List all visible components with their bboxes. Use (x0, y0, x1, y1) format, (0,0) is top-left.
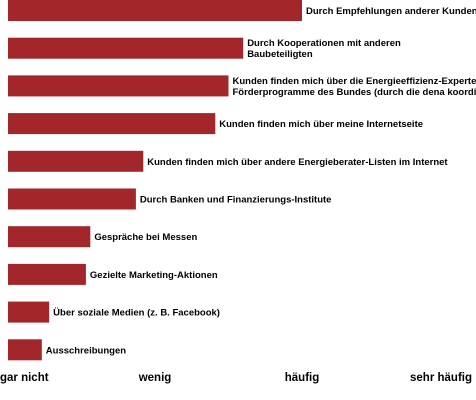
category-label-line: Baubeteiligten (247, 49, 313, 60)
bar-2 (8, 75, 229, 97)
x-tick-label-0: gar nicht (0, 372, 49, 384)
category-label-line: Durch Empfehlungen anderer Kunden (306, 6, 476, 17)
x-tick-label-3: sehr häufig (410, 372, 472, 384)
bar-3 (8, 113, 216, 135)
category-label-line: Durch Kooperationen mit anderen (247, 38, 401, 49)
category-label-line: Kunden finden mich über andere Energiebe… (147, 157, 448, 168)
category-label-2: Kunden finden mich über die Energieeffiz… (233, 76, 476, 98)
category-label-line: Gespräche bei Messen (94, 232, 197, 243)
category-label-7: Gezielte Marketing-Aktionen (90, 270, 218, 281)
category-labels-group: Durch Empfehlungen anderer Kunden Durch K… (46, 6, 476, 356)
category-label-3: Kunden finden mich über meine Internetse… (219, 119, 423, 130)
category-label-8: Über soziale Medien (z. B. Facebook) (53, 308, 220, 319)
bar-8 (8, 301, 50, 323)
bar-4 (8, 150, 144, 172)
x-tick-label-1: wenig (138, 372, 172, 384)
category-label-line: Über soziale Medien (z. B. Facebook) (53, 308, 220, 319)
bar-1 (8, 37, 244, 59)
category-label-line: Gezielte Marketing-Aktionen (90, 270, 218, 281)
category-label-line: Kunden finden mich über meine Internetse… (219, 119, 423, 130)
x-tick-labels-group: gar nicht wenig häufig sehr häufig (0, 372, 472, 384)
bar-7 (8, 263, 86, 285)
bar-0 (8, 0, 302, 21)
bar-6 (8, 226, 91, 248)
category-label-9: Ausschreibungen (46, 345, 126, 356)
category-label-4: Kunden finden mich über andere Energiebe… (147, 157, 448, 168)
bar-5 (8, 188, 136, 210)
bars-group (8, 0, 302, 361)
category-label-1: Durch Kooperationen mit anderen Baubeteil… (247, 38, 401, 60)
category-label-0: Durch Empfehlungen anderer Kunden (306, 6, 476, 17)
category-label-5: Durch Banken und Finanzierungs-Institute (140, 195, 332, 206)
bar-9 (8, 339, 42, 361)
category-label-line: Kunden finden mich über die Energieeffiz… (233, 76, 476, 87)
category-label-6: Gespräche bei Messen (94, 232, 197, 243)
category-label-line: Förderprogramme des Bundes (durch die de… (233, 87, 476, 98)
category-label-line: Durch Banken und Finanzierungs-Institute (140, 195, 332, 206)
category-label-line: Ausschreibungen (46, 345, 126, 356)
x-tick-label-2: häufig (285, 372, 320, 384)
